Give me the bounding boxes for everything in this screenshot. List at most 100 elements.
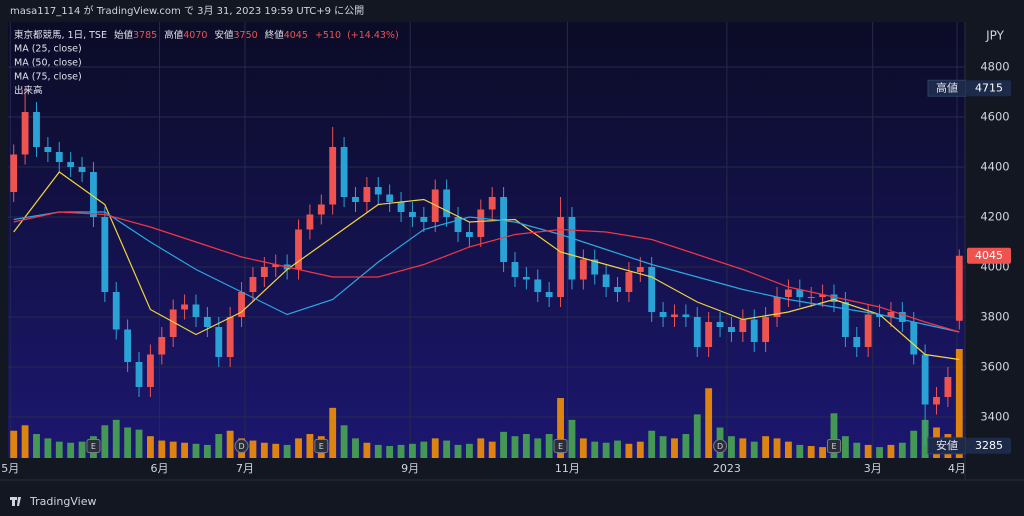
volume-bar [898,442,906,458]
candle-body [773,297,781,317]
candle-body [614,287,621,292]
candle-body [876,314,883,317]
volume-bar [853,442,861,458]
legend-line: 東京都競馬, 1日, TSE 始値3785 高値4070 安値3750 終値40… [14,29,399,41]
header: masa117_114 が TradingView.com で 3月 31, 2… [10,4,364,17]
candle-body [682,314,690,317]
volume-bar [295,438,302,458]
candle-body [112,292,120,330]
currency: JPY [985,29,1005,43]
candle-body [454,217,462,232]
volume-bar [511,436,519,458]
event-label: E [831,442,836,451]
high-tag-label: 高値 [936,80,958,94]
event-marker [314,439,329,453]
volume-bar [352,438,359,458]
candle-body [739,319,747,332]
candle-body [306,214,314,230]
candle-body [329,147,337,205]
legend: 東京都競馬, 1日, TSE 始値3785 高値4070 安値3750 終値40… [14,29,399,97]
x-tick-label: 3月 [864,462,882,475]
candle-body [898,312,906,322]
legend-label: 始値 [114,29,134,41]
y-tick-label: 4200 [980,210,1009,224]
candle-body [295,229,302,270]
legend-value: 3750 [233,30,257,41]
candle-body [887,312,895,317]
y-tick-label: 3600 [980,360,1009,374]
footer-logo: TradingView [29,495,96,508]
plot-area [8,22,965,458]
candle-body [238,292,245,317]
volume-bar [910,430,918,458]
high-tag-box [927,79,967,97]
volume-bar [784,441,792,458]
candle-body [955,255,963,321]
candle-body [693,317,701,347]
x-tick-label: 2023 [713,462,741,475]
volume-bar [693,414,701,458]
candle-body [90,172,97,217]
candle-body [67,162,75,167]
volume-bar [876,447,883,458]
candle-body [192,304,200,317]
volume-bar [409,443,416,458]
volume-bar [203,444,211,458]
legend-label: 安値 [214,29,234,41]
volume-bar [374,444,382,458]
volume-bar [591,441,599,458]
candle-body [10,154,18,192]
legend-value: 3785 [133,30,157,41]
candle-body [477,209,485,237]
candle-body [101,217,109,292]
volume-bar [33,434,40,458]
candle-body [500,197,508,262]
volume-bar [887,444,895,458]
y-tick-label: 4400 [980,160,1009,174]
volume-bar [762,436,770,458]
x-tick-label: 6月 [151,462,169,475]
volume-bar [477,438,485,458]
legend-ma: MA (25, close) [14,44,82,55]
event-marker [553,439,568,453]
low-tag-value-box [967,437,1011,454]
candle-body [409,212,416,217]
volume-bar [260,442,268,458]
x-tick-label: 5月 [1,462,19,475]
volume-bar [625,443,633,458]
volume-bar [112,419,120,458]
volume-bar [363,442,371,458]
candle-body [671,314,678,317]
event-marker [86,439,101,453]
volume-bar [568,419,576,458]
candle-body [921,354,929,405]
candle-body [716,322,724,327]
x-tick-label: 9月 [401,462,419,475]
candle-body [181,304,189,310]
volume-bar [443,440,451,458]
candle-body [534,279,542,292]
event-marker [234,439,249,453]
legend-symbol: 東京都競馬, 1日, TSE [14,29,107,41]
volume-bar [329,407,337,458]
low-tag-label: 安値 [936,438,958,452]
legend-ma: MA (75, close) [14,72,82,83]
event-marker [826,439,841,453]
volume-bar [10,430,18,458]
volume-bar [659,436,667,458]
volume-bar [648,430,656,458]
event-label: D [717,442,723,451]
candle-body [158,337,166,355]
volume-bar [78,441,86,458]
legend-volume: 出来高 [14,85,43,97]
legend-value: 4070 [183,30,207,41]
volume-bar [397,444,405,458]
volume-bar [773,438,781,458]
candle-body [796,289,804,297]
candle-body [135,362,143,387]
volume-bar [101,425,109,458]
candle-body [853,337,861,347]
candle-body [910,322,918,355]
